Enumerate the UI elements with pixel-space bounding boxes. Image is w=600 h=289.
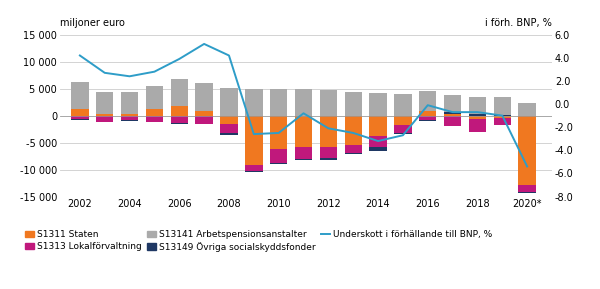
Bar: [270, 162, 287, 164]
Bar: [245, 116, 263, 165]
Bar: [96, 114, 113, 116]
Bar: [444, 114, 461, 116]
Bar: [270, 89, 287, 116]
Bar: [295, 89, 312, 116]
Bar: [370, 136, 387, 147]
Bar: [196, 111, 213, 116]
Bar: [71, 109, 89, 116]
Bar: [320, 90, 337, 116]
Bar: [469, 119, 486, 132]
Bar: [344, 92, 362, 116]
Bar: [419, 111, 436, 116]
Bar: [121, 116, 138, 121]
Bar: [469, 97, 486, 114]
Bar: [121, 92, 138, 114]
Bar: [121, 114, 138, 116]
Bar: [494, 116, 511, 118]
Text: miljoner euro: miljoner euro: [60, 18, 125, 28]
Bar: [419, 116, 436, 121]
Bar: [295, 116, 312, 147]
Bar: [220, 134, 238, 135]
Bar: [394, 94, 412, 116]
Bar: [295, 159, 312, 160]
Bar: [469, 114, 486, 116]
Bar: [444, 116, 461, 126]
Bar: [320, 116, 337, 147]
Bar: [270, 149, 287, 162]
Bar: [518, 192, 536, 193]
Bar: [320, 147, 337, 158]
Bar: [370, 93, 387, 116]
Bar: [196, 83, 213, 111]
Bar: [419, 91, 436, 111]
Bar: [494, 114, 511, 116]
Bar: [146, 86, 163, 109]
Bar: [71, 119, 89, 120]
Bar: [518, 116, 536, 185]
Bar: [518, 185, 536, 192]
Bar: [344, 153, 362, 154]
Bar: [344, 145, 362, 153]
Bar: [295, 147, 312, 159]
Bar: [245, 171, 263, 172]
Bar: [96, 92, 113, 114]
Bar: [245, 89, 263, 116]
Bar: [196, 116, 213, 124]
Bar: [344, 116, 362, 145]
Bar: [220, 116, 238, 124]
Bar: [146, 109, 163, 116]
Bar: [394, 125, 412, 134]
Bar: [71, 82, 89, 109]
Bar: [170, 116, 188, 123]
Bar: [170, 106, 188, 116]
Bar: [170, 79, 188, 106]
Bar: [320, 158, 337, 160]
Bar: [220, 88, 238, 116]
Bar: [270, 116, 287, 149]
Bar: [494, 97, 511, 114]
Bar: [71, 116, 89, 119]
Text: i förh. BNP, %: i förh. BNP, %: [485, 18, 552, 28]
Bar: [444, 112, 461, 114]
Bar: [170, 123, 188, 124]
Bar: [494, 118, 511, 125]
Bar: [394, 116, 412, 125]
Bar: [245, 165, 263, 171]
Bar: [444, 95, 461, 112]
Legend: S1311 Staten, S1313 Lokalförvaltning, S13141 Arbetspensionsanstalter, S13149 Övr: S1311 Staten, S1313 Lokalförvaltning, S1…: [25, 230, 492, 252]
Bar: [370, 116, 387, 136]
Bar: [469, 116, 486, 119]
Bar: [370, 147, 387, 151]
Bar: [146, 116, 163, 122]
Bar: [220, 124, 238, 134]
Bar: [96, 116, 113, 122]
Bar: [518, 103, 536, 116]
